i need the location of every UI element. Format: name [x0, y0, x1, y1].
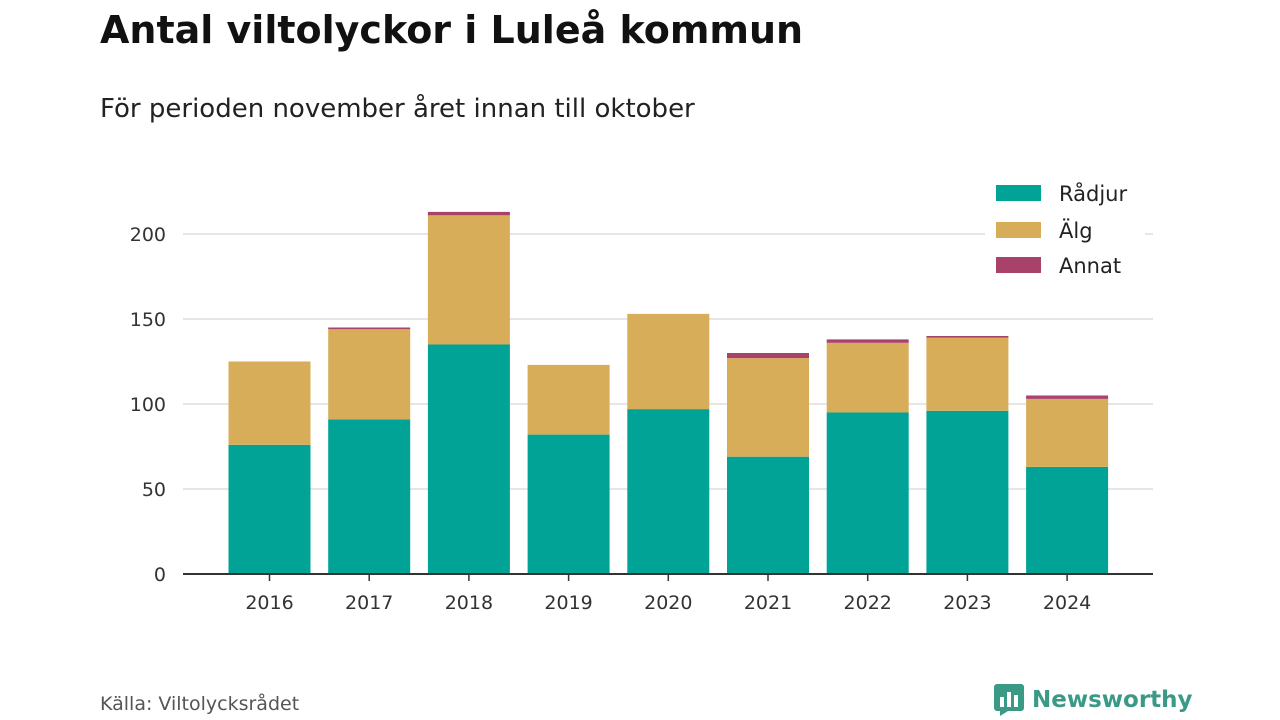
- bar-segment: [328, 327, 411, 330]
- bar-segment: [926, 336, 1009, 338]
- bar-segment: [627, 409, 710, 574]
- bar-segment: [727, 358, 809, 457]
- x-tick-label: 2023: [943, 592, 991, 614]
- y-tick-label: 150: [130, 309, 166, 331]
- chart-title: Antal viltolyckor i Luleå kommun: [100, 8, 804, 52]
- bar-segment: [228, 361, 311, 445]
- bar-segment: [727, 353, 809, 359]
- bar-segment: [427, 211, 510, 216]
- bar-segment: [1026, 398, 1109, 467]
- x-tick-label: 2017: [345, 592, 393, 614]
- x-tick-label: 2022: [844, 592, 892, 614]
- y-tick-label: 0: [154, 564, 166, 586]
- newsworthy-logo: Newsworthy: [994, 684, 1193, 716]
- x-tick-label: 2016: [245, 592, 293, 614]
- bar-segment: [328, 419, 411, 574]
- bar-segment: [926, 410, 1009, 574]
- newsworthy-logo-icon: [994, 684, 1024, 716]
- bar-segment: [328, 329, 411, 420]
- bar-segment: [427, 344, 510, 574]
- bar-segment: [427, 215, 510, 345]
- y-tick-label: 50: [142, 479, 166, 501]
- bar-segment: [627, 313, 710, 410]
- legend-label: Älg: [1059, 218, 1093, 243]
- source-note: Källa: Viltolycksrådet: [100, 693, 300, 715]
- legend-label: Rådjur: [1059, 181, 1127, 206]
- y-tick-label: 200: [130, 224, 166, 246]
- bar-segment: [826, 342, 909, 413]
- bar-segment: [826, 412, 909, 574]
- legend-swatch: [996, 222, 1041, 238]
- legend-label: Annat: [1059, 254, 1121, 278]
- bar-segment: [826, 339, 909, 343]
- legend-swatch: [996, 257, 1041, 273]
- x-tick-label: 2020: [644, 592, 692, 614]
- bar-segment: [527, 434, 610, 574]
- bar-segment: [1026, 395, 1109, 399]
- bar-segment: [527, 364, 610, 435]
- brand-name: Newsworthy: [1032, 687, 1193, 713]
- bar-segment: [1026, 466, 1109, 574]
- x-tick-label: 2018: [445, 592, 493, 614]
- x-tick-label: 2024: [1043, 592, 1091, 614]
- legend-swatch: [996, 185, 1041, 201]
- bar-segment: [727, 456, 809, 574]
- x-tick-label: 2019: [544, 592, 592, 614]
- bar-segment: [228, 444, 311, 574]
- bar-segment: [926, 337, 1009, 411]
- chart-subtitle: För perioden november året innan till ok…: [100, 94, 695, 124]
- y-tick-label: 100: [130, 394, 166, 416]
- x-tick-label: 2021: [744, 592, 792, 614]
